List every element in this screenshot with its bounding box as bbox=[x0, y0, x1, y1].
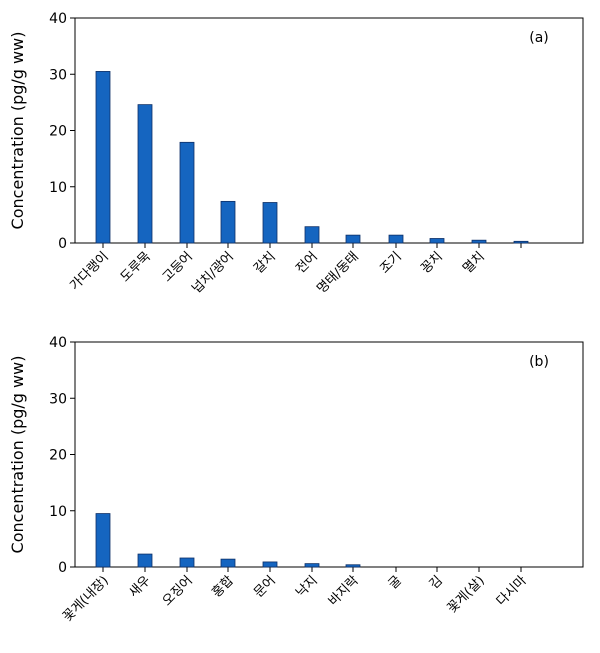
chart-a-ytick-label: 20 bbox=[49, 124, 67, 140]
chart-b-category-label: 김 bbox=[427, 573, 446, 592]
chart-b-category-label: 꽃게(내장) bbox=[60, 573, 112, 625]
chart-a-bar bbox=[220, 200, 236, 244]
chart-a-bar bbox=[388, 234, 404, 244]
chart-a-bar bbox=[262, 202, 278, 244]
chart-b-category-label: 홍합 bbox=[209, 573, 237, 601]
chart-a-bar bbox=[304, 226, 320, 244]
chart-b-bar bbox=[95, 513, 111, 568]
chart-b-ytick-label: 20 bbox=[49, 448, 67, 464]
chart-a-category-label: 꽁치 bbox=[418, 249, 446, 277]
chart-a-category-label: 갈치 bbox=[251, 249, 279, 277]
chart-a-category-label: 명태/동태 bbox=[314, 249, 362, 297]
chart-b-bar bbox=[345, 564, 361, 568]
chart-a-bar bbox=[179, 141, 195, 244]
chart-b-category-label: 바지락 bbox=[326, 573, 362, 609]
chart-b-bar bbox=[220, 558, 236, 568]
chart-b-category-label: 오징어 bbox=[160, 573, 196, 609]
chart-a-panel-label: (a) bbox=[529, 30, 549, 46]
chart-a-category-label: 멸치 bbox=[460, 249, 488, 277]
chart-a-bar bbox=[345, 234, 361, 244]
chart-b-ytick-label: 30 bbox=[49, 391, 67, 407]
chart-a-ytick-label: 40 bbox=[49, 11, 67, 27]
chart-b-category-label: 다시마 bbox=[494, 573, 530, 609]
chart-a-ytick-label: 30 bbox=[49, 67, 67, 83]
chart-b-y-axis-label: Concentration (pg/g ww) bbox=[8, 356, 27, 554]
chart-a-ytick-label: 10 bbox=[49, 180, 67, 196]
chart-b-ytick-label: 40 bbox=[49, 335, 67, 351]
chart-b-panel-label: (b) bbox=[529, 354, 549, 370]
chart-b-bar bbox=[262, 561, 278, 568]
chart-b-category-label: 문어 bbox=[251, 573, 279, 601]
chart-b-ytick-label: 0 bbox=[58, 560, 67, 576]
chart-a-category-label: 전어 bbox=[293, 249, 321, 277]
chart-b-bar bbox=[179, 557, 195, 568]
chart-a-ytick-label: 0 bbox=[58, 236, 67, 252]
chart-b-ytick-label: 10 bbox=[49, 504, 67, 520]
chart-b-bar bbox=[304, 563, 320, 568]
chart-a-y-axis-label: Concentration (pg/g ww) bbox=[8, 32, 27, 230]
chart-a-bar bbox=[471, 239, 487, 244]
chart-a-category-label: 도루묵 bbox=[118, 249, 154, 285]
chart-a-bar bbox=[429, 238, 445, 244]
chart-b-plot-frame bbox=[74, 341, 584, 568]
chart-b-bar bbox=[137, 553, 153, 568]
chart-a-category-label: 가다랭이 bbox=[67, 249, 111, 293]
chart-a-bar bbox=[95, 71, 111, 244]
chart-a-category-label: 넙치/광어 bbox=[189, 249, 237, 297]
chart-b-category-label: 굴 bbox=[386, 573, 405, 592]
chart-a-bar bbox=[513, 240, 529, 244]
chart-a-category-label: 조기 bbox=[377, 249, 405, 277]
chart-a-bar bbox=[137, 104, 153, 244]
chart-b-category-label: 꽃게(살) bbox=[445, 573, 488, 616]
chart-a-category-label: 고등어 bbox=[160, 249, 196, 285]
chart-b-category-label: 낙지 bbox=[293, 573, 321, 601]
chart-b-category-label: 새우 bbox=[126, 573, 154, 601]
